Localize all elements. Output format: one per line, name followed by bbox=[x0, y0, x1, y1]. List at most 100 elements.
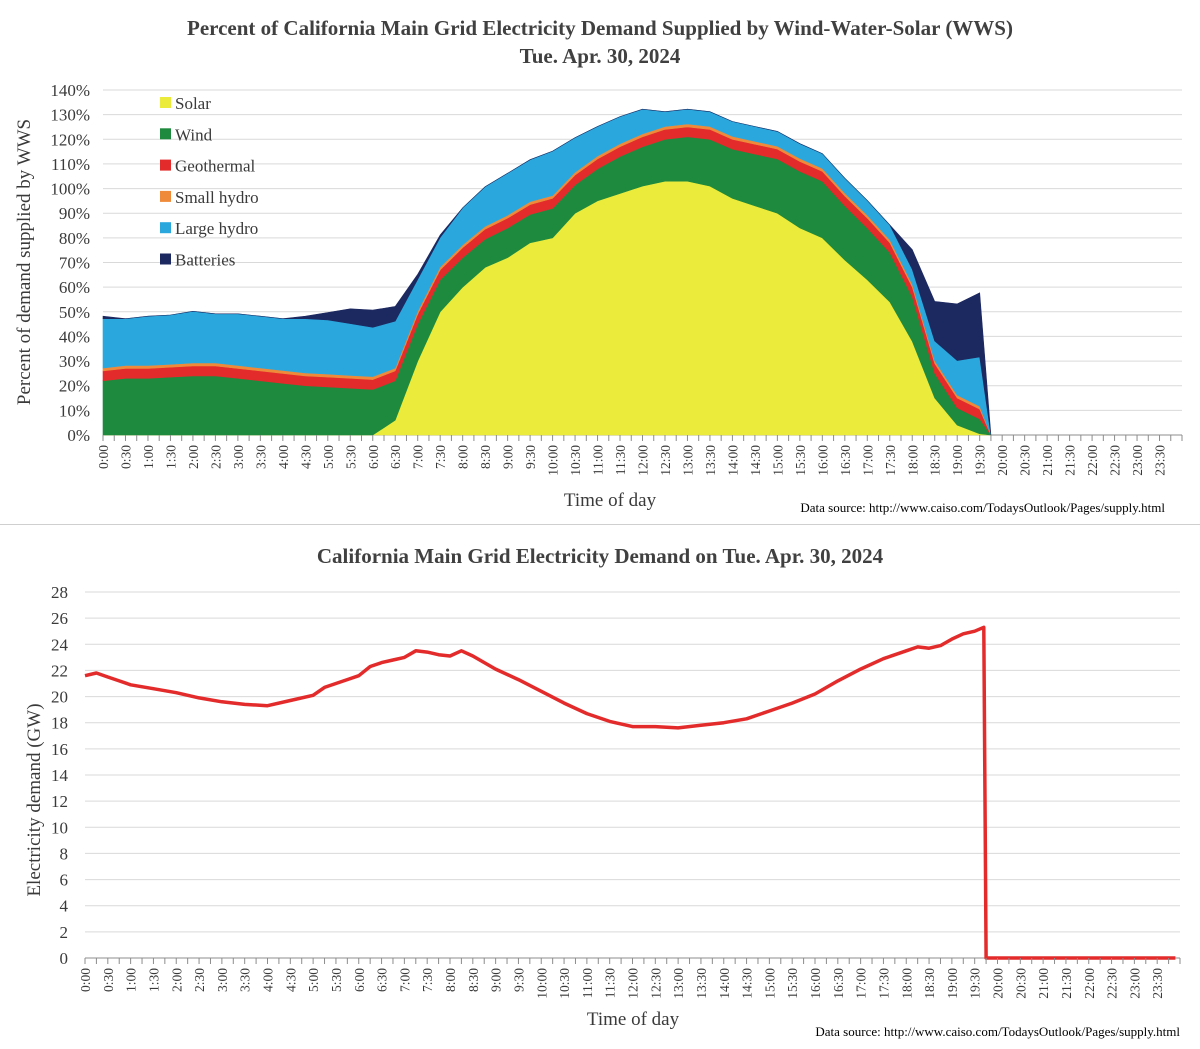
chart1-x-tick-label: 3:00 bbox=[231, 445, 246, 469]
chart2-x-tick-label: 17:30 bbox=[876, 968, 891, 999]
chart1-x-tick-label: 12:00 bbox=[636, 445, 651, 476]
chart1-x-tick-label: 1:30 bbox=[163, 445, 178, 469]
legend-label: Large hydro bbox=[175, 219, 258, 238]
chart1-y-tick-label: 50% bbox=[59, 303, 90, 322]
chart2-y-tick-label: 18 bbox=[51, 714, 68, 733]
legend-label: Wind bbox=[175, 125, 213, 144]
wws-percent-chart: Percent of California Main Grid Electric… bbox=[14, 16, 1183, 515]
chart1-x-tick-label: 8:00 bbox=[456, 445, 471, 469]
chart2-x-tick-label: 12:30 bbox=[648, 968, 663, 999]
chart2-x-tick-label: 12:00 bbox=[626, 968, 641, 999]
chart2-x-tick-label: 1:00 bbox=[124, 968, 139, 992]
chart1-x-tick-label: 20:00 bbox=[995, 445, 1010, 476]
chart1-y-tick-label: 40% bbox=[59, 327, 90, 346]
chart1-x-tick-label: 8:30 bbox=[478, 445, 493, 469]
chart2-x-tick-label: 17:00 bbox=[854, 968, 869, 999]
chart1-x-tick-label: 23:00 bbox=[1130, 445, 1145, 476]
legend-swatch-solar bbox=[160, 97, 171, 108]
chart2-x-tick-label: 15:00 bbox=[762, 968, 777, 999]
chart1-y-tick-label: 100% bbox=[50, 180, 90, 199]
chart2-x-tick-label: 7:30 bbox=[420, 968, 435, 992]
chart1-x-tick-label: 9:00 bbox=[501, 445, 516, 469]
chart1-legend: Solar Wind Geothermal Small hydro Large hydr… bbox=[160, 94, 259, 270]
wws-percent-chart-panel: Percent of California Main Grid Electric… bbox=[0, 16, 1200, 525]
chart2-y-tick-label: 8 bbox=[60, 844, 69, 863]
chart2-x-tick-label: 4:30 bbox=[283, 968, 298, 992]
chart1-x-tick-label: 10:30 bbox=[568, 445, 583, 476]
chart2-y-tick-label: 0 bbox=[60, 949, 69, 968]
legend-swatch-small-hydro bbox=[160, 190, 171, 202]
chart2-x-tick-label: 9:30 bbox=[511, 968, 526, 992]
chart1-x-tick-label: 11:30 bbox=[613, 445, 628, 475]
chart1-x-tick-label: 0:30 bbox=[119, 445, 134, 469]
chart1-x-tick-label: 6:30 bbox=[388, 445, 403, 469]
demand-chart-panel: California Main Grid Electricity Demand … bbox=[0, 528, 1200, 1049]
chart2-x-tick-label: 16:00 bbox=[808, 968, 823, 999]
chart1-data-source: Data source: http://www.caiso.com/Todays… bbox=[800, 500, 1165, 515]
chart1-x-tick-label: 19:30 bbox=[973, 445, 988, 476]
chart2-x-tick-label: 8:00 bbox=[443, 968, 458, 992]
chart2-x-tick-label: 16:30 bbox=[831, 968, 846, 999]
chart2-x-tick-label: 10:30 bbox=[557, 968, 572, 999]
chart1-y-tick-label: 80% bbox=[59, 229, 90, 248]
legend-label: Batteries bbox=[175, 251, 235, 270]
chart2-x-tick-label: 10:00 bbox=[534, 968, 549, 999]
chart1-x-tick-label: 2:30 bbox=[208, 445, 223, 469]
chart1-x-tick-label: 4:30 bbox=[298, 445, 313, 469]
chart1-x-tick-label: 16:30 bbox=[838, 445, 853, 476]
chart1-x-tick-label: 19:00 bbox=[950, 445, 965, 476]
legend-label: Small hydro bbox=[175, 188, 259, 207]
chart1-title: Percent of California Main Grid Electric… bbox=[187, 16, 1013, 40]
chart2-line bbox=[84, 625, 1176, 960]
chart2-x-tick-label: 0:30 bbox=[101, 968, 116, 992]
chart2-x-tick-label: 11:00 bbox=[580, 968, 595, 998]
chart1-x-tick-label: 23:30 bbox=[1153, 445, 1168, 476]
chart1-x-tick-label: 13:00 bbox=[681, 445, 696, 476]
chart1-x-tick-label: 15:00 bbox=[770, 445, 785, 476]
chart1-y-tick-label: 70% bbox=[59, 254, 90, 273]
chart2-x-tick-label: 22:30 bbox=[1105, 968, 1120, 999]
legend-swatch-geothermal bbox=[160, 159, 171, 171]
legend-label: Geothermal bbox=[175, 157, 256, 176]
chart2-x-tick-label: 19:30 bbox=[968, 968, 983, 999]
chart2-y-tick-label: 12 bbox=[51, 792, 68, 811]
chart1-y-tick-label: 140% bbox=[50, 81, 90, 100]
chart1-x-tick-label: 14:00 bbox=[725, 445, 740, 476]
chart1-x-ticks: 0:00 0:30 1:00 1:30 2:00 2:30 3:00 3:30 4:00 4:30… bbox=[96, 435, 1183, 476]
chart2-title: California Main Grid Electricity Demand … bbox=[317, 544, 884, 568]
chart2-x-tick-label: 20:00 bbox=[991, 968, 1006, 999]
chart1-x-tick-label: 5:00 bbox=[321, 445, 336, 469]
chart2-x-tick-label: 6:30 bbox=[375, 968, 390, 992]
chart1-x-tick-label: 1:00 bbox=[141, 445, 156, 469]
chart1-y-tick-label: 110% bbox=[51, 155, 90, 174]
chart2-x-tick-label: 11:30 bbox=[603, 968, 618, 998]
chart1-x-tick-label: 17:30 bbox=[883, 445, 898, 476]
chart2-x-tick-label: 3:00 bbox=[215, 968, 230, 992]
chart2-x-tick-label: 21:30 bbox=[1059, 968, 1074, 999]
chart1-x-tick-label: 10:00 bbox=[546, 445, 561, 476]
chart2-x-tick-label: 1:30 bbox=[146, 968, 161, 992]
chart2-y-tick-label: 20 bbox=[51, 688, 68, 707]
chart2-y-tick-label: 22 bbox=[51, 661, 68, 680]
chart2-x-tick-label: 23:00 bbox=[1127, 968, 1142, 999]
chart2-x-tick-label: 9:00 bbox=[489, 968, 504, 992]
chart1-x-tick-label: 22:00 bbox=[1085, 445, 1100, 476]
chart2-x-tick-label: 4:00 bbox=[261, 968, 276, 992]
chart2-y-tick-label: 26 bbox=[51, 609, 68, 628]
chart2-x-tick-label: 8:30 bbox=[466, 968, 481, 992]
chart2-x-tick-label: 3:30 bbox=[238, 968, 253, 992]
demand-line bbox=[84, 625, 1176, 960]
chart2-x-tick-label: 22:00 bbox=[1082, 968, 1097, 999]
chart1-x-tick-label: 6:00 bbox=[366, 445, 381, 469]
chart1-x-tick-label: 0:00 bbox=[96, 445, 111, 469]
chart2-y-tick-label: 14 bbox=[51, 766, 69, 785]
chart1-y-ticks: 0% 10% 20% 30% 40% 50% 60% 70% 80% 90% 100% 110% 120… bbox=[50, 81, 90, 445]
chart1-x-tick-label: 16:00 bbox=[815, 445, 830, 476]
chart2-x-tick-label: 0:00 bbox=[78, 968, 93, 992]
chart2-y-tick-label: 28 bbox=[51, 583, 68, 602]
chart1-y-tick-label: 90% bbox=[59, 204, 90, 223]
chart1-y-tick-label: 130% bbox=[50, 106, 90, 125]
chart2-x-tick-label: 18:00 bbox=[899, 968, 914, 999]
area-batteries bbox=[102, 108, 992, 436]
chart1-y-tick-label: 60% bbox=[59, 278, 90, 297]
